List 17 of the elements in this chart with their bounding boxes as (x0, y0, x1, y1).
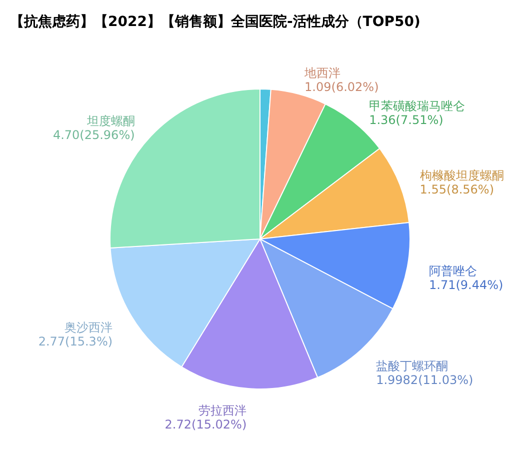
slice-label: 坦度螺酮 (86, 114, 135, 128)
slice-label: 劳拉西泮 (198, 403, 247, 418)
data-label: 1.09(6.02%) (304, 80, 379, 94)
slice-label: 奥沙西泮 (64, 320, 113, 335)
data-label: 1.9982(11.03%) (376, 372, 474, 387)
slice-label: 阿普唑仑 (429, 264, 478, 278)
data-label: 4.70(25.96%) (52, 128, 135, 142)
data-label: 2.77(15.3%) (38, 334, 113, 349)
data-label: 1.71(9.44%) (429, 278, 504, 292)
slice-label: 盐酸丁螺环酮 (376, 358, 448, 373)
data-label: 1.55(8.56%) (420, 182, 494, 196)
slice-label: 地西泮 (304, 66, 341, 80)
slice-label: 枸橼酸坦度螺酮 (420, 168, 504, 182)
data-label: 1.36(7.51%) (369, 113, 444, 128)
data-label: 2.72(15.02%) (164, 417, 247, 432)
chart-title: 【抗焦虑药】【2022】【销售额】全国医院-活性成分（TOP50) (10, 13, 420, 30)
slice-label: 甲苯磺酸瑞马唑仑 (369, 99, 466, 114)
